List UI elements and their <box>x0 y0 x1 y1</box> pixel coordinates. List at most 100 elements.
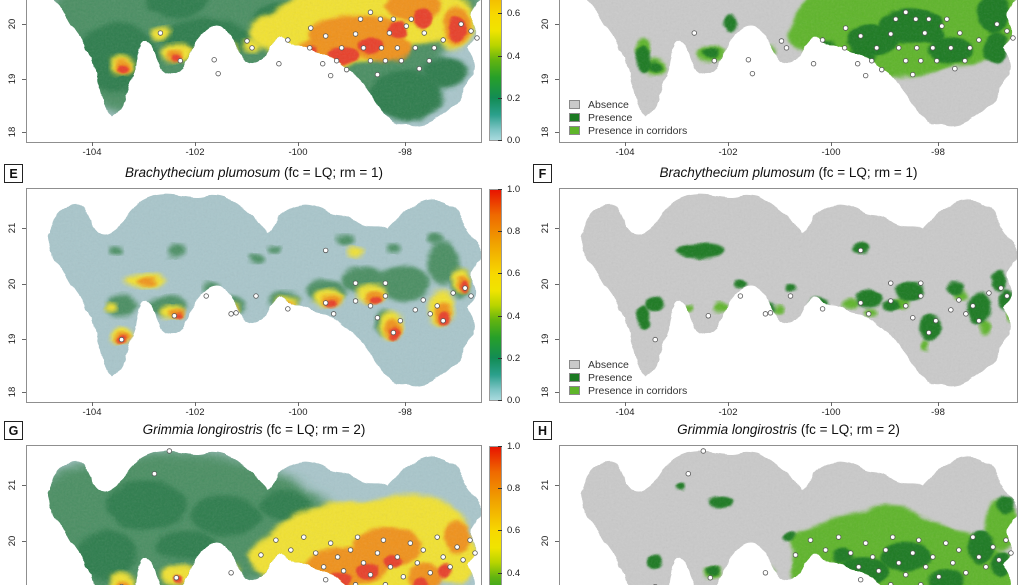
panel-title-params: (fc = LQ; rm = 2) <box>262 422 366 437</box>
occurrence-point <box>1003 537 1009 543</box>
map-frame <box>26 188 482 403</box>
occurrence-point <box>273 537 279 543</box>
occurrence-point <box>450 290 456 296</box>
occurrence-point <box>171 313 178 319</box>
legend: Absence Presence Presence in corridors <box>569 98 687 137</box>
colorbar <box>489 0 502 141</box>
x-tick-label: -98 <box>398 147 412 158</box>
y-tick-mark <box>555 23 559 25</box>
occurrence-point <box>967 45 973 51</box>
occurrence-point <box>930 554 936 560</box>
x-tick-label: -100 <box>821 147 841 158</box>
colorbar-tick-mark <box>498 140 502 141</box>
colorbar-tick-label: 0.4 <box>507 50 521 62</box>
x-tick-label: -100 <box>821 407 841 418</box>
occurrence-point <box>474 35 480 41</box>
occurrence-point <box>334 554 341 560</box>
occurrence-point <box>118 336 125 343</box>
occurrence-point <box>778 38 785 44</box>
legend-label: Presence in corridors <box>588 384 688 397</box>
occurrence-point <box>343 67 350 73</box>
occurrence-point <box>983 564 989 570</box>
map-svg <box>580 0 1017 127</box>
y-tick-label: 21 <box>540 479 551 491</box>
occurrence-point <box>151 471 158 477</box>
occurrence-point <box>998 285 1004 291</box>
occurrence-point <box>340 568 347 574</box>
heat-blob <box>226 49 237 58</box>
occurrence-point <box>918 58 924 64</box>
y-tick-label: 19 <box>7 73 18 85</box>
occurrence-point <box>412 307 418 313</box>
occurrence-point <box>426 58 432 64</box>
occurrence-point <box>996 557 1002 563</box>
y-tick-label: 18 <box>7 126 18 138</box>
occurrence-point <box>398 58 405 64</box>
occurrence-point <box>873 45 880 51</box>
panel-title-species: Brachythecium plumosum <box>124 165 281 180</box>
legend-row: Presence <box>569 371 687 384</box>
y-tick-mark <box>22 228 26 229</box>
occurrence-point <box>930 45 936 51</box>
map-rough-group <box>580 451 1017 585</box>
map-frame <box>559 445 1018 585</box>
occurrence-point <box>400 574 407 580</box>
legend-label: Presence in corridors <box>588 124 688 137</box>
occurrence-point <box>288 547 294 553</box>
occurrence-point <box>903 58 909 64</box>
occurrence-point <box>745 57 752 63</box>
occurrence-point <box>258 552 264 558</box>
occurrence-point <box>950 560 956 566</box>
panel-title-species: Brachythecium plumosum <box>659 165 815 180</box>
panel-title-params: (fc = LQ; rm = 2) <box>797 422 900 437</box>
colorbar-tick-label: 0.8 <box>507 483 521 495</box>
presence-patch <box>759 49 772 58</box>
occurrence-point <box>285 37 291 43</box>
occurrence-point <box>215 70 221 77</box>
occurrence-point <box>468 293 474 299</box>
occurrence-point <box>360 560 367 566</box>
legend-row: Absence <box>569 358 687 371</box>
occurrence-point <box>893 16 899 22</box>
x-tick-mark <box>831 402 832 406</box>
occurrence-point <box>440 554 446 560</box>
occurrence-point <box>810 61 817 67</box>
y-tick-label: 20 <box>7 18 18 29</box>
occurrence-point <box>472 550 478 556</box>
terrain-noise <box>580 451 1017 585</box>
colorbar-tick-mark <box>498 97 502 99</box>
y-tick-mark <box>555 132 559 133</box>
occurrence-point <box>762 311 769 317</box>
x-tick-mark <box>195 402 196 406</box>
colorbar-tick-label: 0.2 <box>507 92 521 104</box>
occurrence-point <box>883 547 889 553</box>
occurrence-point <box>976 37 982 43</box>
y-tick-mark <box>555 283 559 285</box>
panel-title: Brachythecium plumosum (fc = LQ; rm = 1) <box>559 163 1018 183</box>
occurrence-point <box>835 534 842 540</box>
y-tick-label: 18 <box>540 126 551 138</box>
occurrence-point <box>382 293 389 299</box>
occurrence-point <box>407 540 413 546</box>
occurrence-point <box>762 570 769 576</box>
occurrence-point <box>394 45 401 51</box>
y-tick-label: 19 <box>540 73 551 85</box>
y-tick-label: 20 <box>540 278 551 289</box>
occurrence-point <box>819 306 826 312</box>
legend-row: Presence in corridors <box>569 124 687 137</box>
occurrence-points <box>691 9 1016 79</box>
occurrence-point <box>807 537 814 543</box>
x-tick-mark <box>298 142 299 146</box>
y-tick-label: 20 <box>540 535 551 546</box>
occurrence-point <box>890 534 896 540</box>
occurrence-point <box>427 570 433 576</box>
x-tick-mark <box>728 402 729 406</box>
occurrence-point <box>862 540 869 546</box>
map-svg <box>47 0 481 127</box>
occurrence-point <box>922 30 928 36</box>
occurrence-points <box>119 448 478 585</box>
occurrence-point <box>387 564 394 570</box>
occurrence-point <box>934 58 940 64</box>
occurrence-point <box>173 575 180 581</box>
occurrence-point <box>896 560 902 566</box>
